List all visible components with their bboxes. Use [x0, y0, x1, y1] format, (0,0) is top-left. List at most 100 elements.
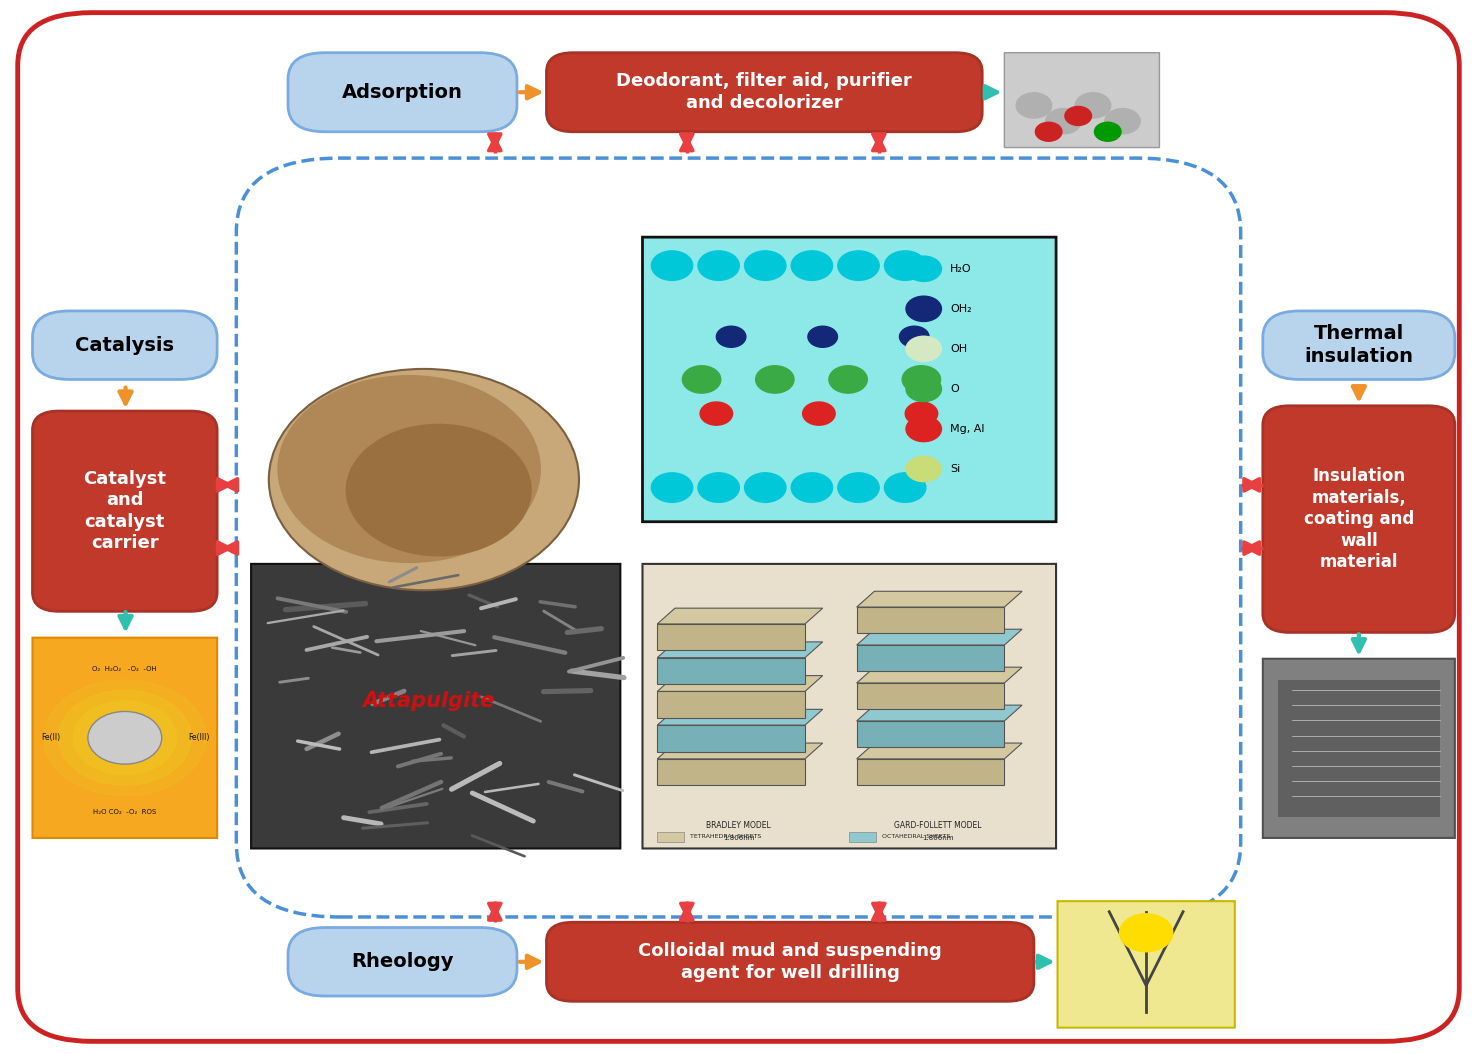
Text: Catalyst
and
catalyst
carrier: Catalyst and catalyst carrier: [83, 470, 167, 552]
Circle shape: [837, 473, 879, 503]
FancyBboxPatch shape: [642, 237, 1056, 522]
FancyBboxPatch shape: [1263, 406, 1455, 632]
Text: Colloidal mud and suspending
agent for well drilling: Colloidal mud and suspending agent for w…: [638, 942, 942, 981]
FancyBboxPatch shape: [546, 53, 982, 132]
Text: 1.806nm: 1.806nm: [922, 835, 954, 841]
Circle shape: [905, 456, 941, 482]
Text: Rheology: Rheology: [352, 952, 453, 972]
Circle shape: [885, 251, 926, 280]
FancyBboxPatch shape: [32, 411, 217, 611]
FancyBboxPatch shape: [1058, 901, 1235, 1028]
Circle shape: [905, 256, 941, 281]
FancyBboxPatch shape: [288, 928, 517, 996]
Polygon shape: [857, 721, 1004, 747]
Polygon shape: [857, 591, 1022, 607]
FancyBboxPatch shape: [32, 311, 217, 379]
Text: O: O: [950, 384, 959, 394]
Text: GARD-FOLLETT MODEL: GARD-FOLLETT MODEL: [894, 821, 982, 829]
Circle shape: [792, 251, 833, 280]
Circle shape: [43, 680, 205, 796]
Circle shape: [792, 473, 833, 503]
Polygon shape: [657, 725, 805, 752]
FancyBboxPatch shape: [32, 638, 217, 838]
Text: TETRAHEDRAL SHEETS: TETRAHEDRAL SHEETS: [690, 835, 761, 839]
Text: Attapulgite: Attapulgite: [362, 691, 495, 710]
Polygon shape: [657, 624, 805, 650]
Circle shape: [699, 251, 740, 280]
Text: Insulation
materials,
coating and
wall
material: Insulation materials, coating and wall m…: [1304, 467, 1413, 571]
Circle shape: [269, 369, 579, 590]
Polygon shape: [857, 629, 1022, 645]
Text: OH₂: OH₂: [950, 304, 972, 314]
Circle shape: [808, 327, 837, 348]
Circle shape: [58, 690, 192, 785]
Circle shape: [885, 473, 926, 503]
Text: BRADLEY MODEL: BRADLEY MODEL: [706, 821, 771, 829]
FancyBboxPatch shape: [642, 564, 1056, 848]
Circle shape: [1094, 122, 1121, 141]
Circle shape: [905, 376, 941, 402]
Circle shape: [87, 711, 161, 764]
Polygon shape: [657, 743, 823, 759]
Circle shape: [1016, 93, 1052, 118]
Polygon shape: [657, 691, 805, 718]
Polygon shape: [657, 676, 823, 691]
Polygon shape: [657, 642, 823, 658]
FancyBboxPatch shape: [251, 564, 620, 848]
Circle shape: [899, 327, 929, 348]
Circle shape: [346, 424, 532, 557]
Circle shape: [905, 416, 941, 442]
Circle shape: [744, 473, 786, 503]
FancyBboxPatch shape: [1263, 311, 1455, 379]
FancyBboxPatch shape: [288, 53, 517, 132]
Text: H₂O: H₂O: [950, 264, 972, 274]
Circle shape: [651, 251, 693, 280]
Circle shape: [905, 402, 938, 425]
Polygon shape: [657, 658, 805, 684]
Text: Thermal
insulation: Thermal insulation: [1304, 325, 1413, 366]
Text: Si: Si: [950, 464, 960, 474]
Polygon shape: [857, 607, 1004, 633]
Text: OH: OH: [950, 344, 967, 354]
FancyBboxPatch shape: [1004, 53, 1159, 148]
Circle shape: [744, 251, 786, 280]
Text: Fe(III): Fe(III): [188, 734, 210, 742]
Circle shape: [716, 327, 746, 348]
Polygon shape: [857, 667, 1022, 683]
Circle shape: [699, 473, 740, 503]
Circle shape: [682, 366, 721, 393]
FancyBboxPatch shape: [849, 832, 876, 842]
FancyBboxPatch shape: [546, 922, 1034, 1001]
FancyBboxPatch shape: [1263, 659, 1455, 838]
Circle shape: [1065, 106, 1092, 125]
Circle shape: [756, 366, 795, 393]
Circle shape: [905, 296, 941, 321]
Text: Mg, Al: Mg, Al: [950, 424, 985, 434]
Text: OCTAHEDRAL SHEETS: OCTAHEDRAL SHEETS: [882, 835, 950, 839]
Polygon shape: [657, 709, 823, 725]
Polygon shape: [857, 683, 1004, 709]
Circle shape: [837, 251, 879, 280]
Circle shape: [72, 701, 177, 775]
Circle shape: [1075, 93, 1111, 118]
Circle shape: [1046, 109, 1081, 134]
Polygon shape: [857, 645, 1004, 671]
Circle shape: [1105, 109, 1140, 134]
Circle shape: [829, 366, 867, 393]
Text: O₂  H₂O₂   -O₂  -OH: O₂ H₂O₂ -O₂ -OH: [93, 666, 157, 672]
Circle shape: [802, 402, 835, 425]
Circle shape: [1120, 914, 1173, 952]
Polygon shape: [857, 705, 1022, 721]
Text: Catalysis: Catalysis: [75, 335, 174, 355]
Circle shape: [1035, 122, 1062, 141]
Circle shape: [700, 402, 733, 425]
Polygon shape: [657, 608, 823, 624]
FancyBboxPatch shape: [657, 832, 684, 842]
Polygon shape: [857, 743, 1022, 759]
Circle shape: [905, 336, 941, 362]
Text: Deodorant, filter aid, purifier
and decolorizer: Deodorant, filter aid, purifier and deco…: [616, 73, 913, 112]
Circle shape: [278, 375, 541, 563]
Circle shape: [651, 473, 693, 503]
Text: Fe(II): Fe(II): [41, 734, 61, 742]
Circle shape: [902, 366, 941, 393]
